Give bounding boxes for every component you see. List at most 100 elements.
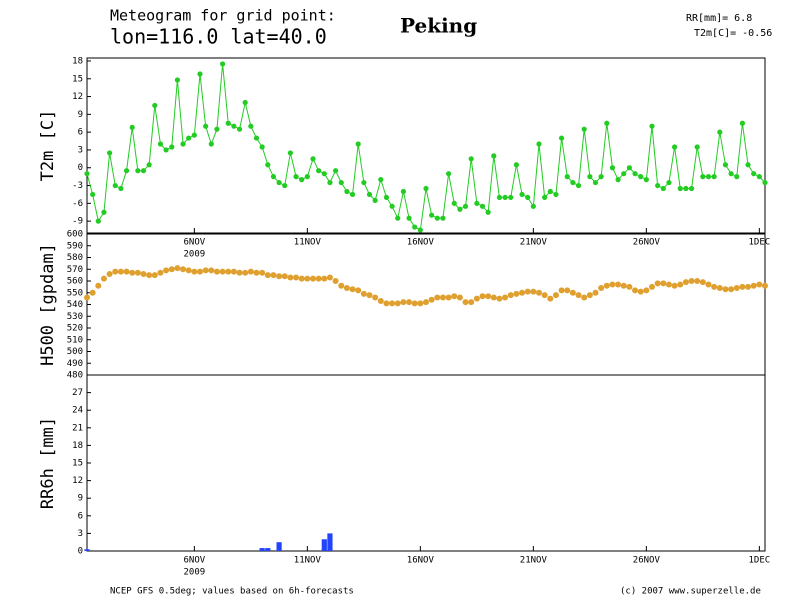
temperature-point [536, 141, 542, 147]
temperature-point [474, 200, 480, 206]
geopotential-point [456, 294, 463, 301]
x-tick-label: 6NOV [184, 238, 206, 248]
temperature-point [236, 126, 243, 132]
temperature-point [559, 135, 565, 141]
geopotential-point [462, 299, 469, 306]
geopotential-point [236, 269, 243, 276]
x-tick-label: 1DEC [749, 238, 771, 248]
geopotential-point [541, 292, 548, 299]
temperature-point [592, 179, 599, 186]
temperature-point [276, 179, 282, 186]
temperature-point [468, 156, 474, 162]
temperature-point [146, 162, 152, 168]
y-axis-label: RR6h [mm] [38, 417, 58, 509]
temperature-point [643, 177, 649, 183]
y-tick-label: 3 [78, 529, 83, 539]
geopotential-point [699, 279, 706, 286]
geopotential-point [547, 295, 554, 302]
temperature-point [496, 194, 503, 201]
temperature-point [598, 174, 604, 180]
geopotential-point [677, 281, 684, 288]
temperature-point [208, 141, 214, 147]
geopotential-point [620, 282, 627, 289]
geopotential-point [536, 289, 542, 296]
y-tick-label: -3 [72, 181, 83, 191]
y-axis-label: H500 [gpdam] [38, 243, 58, 366]
temperature-point [316, 168, 322, 174]
temperature-point [440, 215, 446, 221]
temperature-point [429, 212, 435, 218]
x-tick-label: 11NOV [294, 238, 322, 248]
temperature-point [400, 188, 406, 195]
geopotential-point [564, 287, 571, 294]
geopotential-point [530, 288, 537, 295]
x-tick-label: 26NOV [633, 238, 661, 248]
geopotential-point [581, 294, 588, 301]
geopotential-point [230, 268, 237, 275]
y-tick-label: 27 [72, 388, 83, 398]
temperature-point [248, 123, 254, 129]
geopotential-point [174, 265, 181, 272]
temperature-point [632, 171, 638, 177]
geopotential-point [728, 286, 735, 293]
y-tick-label: 3 [78, 145, 83, 155]
temperature-point [655, 182, 661, 189]
temperature-point [457, 206, 463, 212]
geopotential-point [185, 267, 192, 274]
geopotential-point [490, 294, 497, 301]
geopotential-point [372, 294, 379, 301]
temperature-point [383, 194, 390, 201]
x-tick-label: 11NOV [294, 556, 322, 566]
temperature-point [259, 144, 265, 150]
x-tick-label: 21NOV [520, 238, 548, 248]
temperature-point [378, 177, 384, 183]
temperature-point [745, 162, 751, 168]
geopotential-point [202, 267, 209, 274]
temperature-point [107, 150, 113, 156]
precip-bar [321, 539, 327, 551]
x-year-label: 2009 [184, 568, 206, 578]
temperature-point [621, 171, 627, 177]
temperature-point [705, 174, 712, 180]
geopotential-point [123, 268, 130, 275]
x-tick-label: 16NOV [407, 556, 435, 566]
geopotential-point [665, 281, 672, 288]
geopotential-point [649, 283, 655, 290]
temperature-point [101, 209, 107, 215]
geopotential-point [756, 281, 763, 288]
geopotential-point [219, 268, 226, 275]
geopotential-point [479, 293, 486, 300]
source-note: NCEP GFS 0.5deg; values based on 6h-fore… [110, 587, 354, 597]
temperature-point [728, 171, 734, 177]
credit: (c) 2007 www.superzelle.de [620, 587, 761, 597]
geopotential-point [513, 290, 520, 297]
temperature-point [672, 144, 678, 150]
temperature-point [722, 162, 729, 168]
geopotential-point [603, 282, 610, 289]
geopotential-point [112, 268, 119, 275]
y-tick-label: 21 [72, 423, 83, 433]
temperature-point [270, 174, 277, 180]
y-tick-label: 480 [67, 371, 83, 381]
geopotential-point [259, 269, 266, 276]
temperature-point [756, 174, 762, 180]
temperature-point [265, 162, 271, 168]
geopotential-point [95, 282, 102, 289]
temperature-point [299, 177, 305, 183]
y-tick-label: 0 [78, 547, 83, 557]
geopotential-point [468, 299, 475, 306]
y-tick-label: 490 [67, 359, 83, 369]
geopotential-point [89, 289, 96, 296]
temperature-point [372, 197, 378, 203]
temperature-point [333, 168, 339, 174]
geopotential-point [225, 268, 232, 275]
geopotential-point [343, 285, 350, 292]
x-tick-label: 16NOV [407, 238, 435, 248]
temperature-point [485, 209, 491, 215]
geopotential-point [586, 292, 593, 299]
temperature-point [626, 165, 633, 171]
geopotential-point [445, 294, 452, 301]
geopotential-point [507, 292, 514, 299]
precip-bar [327, 533, 333, 551]
